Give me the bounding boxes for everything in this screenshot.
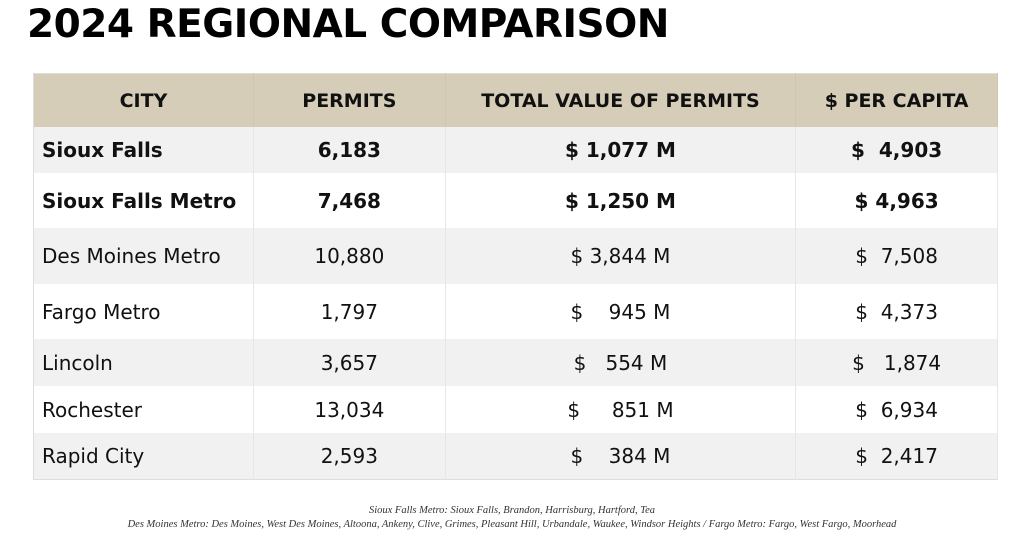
permits-cell: 10,880 — [253, 228, 446, 284]
total-value-cell: $ 384 M — [445, 433, 797, 479]
header-permits: PERMITS — [253, 73, 446, 127]
comparison-table: CITY PERMITS TOTAL VALUE OF PERMITS $ PE… — [33, 73, 998, 480]
permits-cell: 6,183 — [253, 127, 446, 173]
footnote-1: Sioux Falls Metro: Sioux Falls, Brandon,… — [368, 505, 656, 516]
total-value-cell: $ 945 M — [445, 284, 797, 339]
per-capita-cell: $ 4,373 — [795, 284, 998, 339]
table-row: Des Moines Metro 10,880 $ 3,844 M $ 7,508 — [33, 228, 998, 284]
per-capita-cell: $ 2,417 — [795, 433, 998, 479]
per-capita-cell: $ 7,508 — [795, 228, 998, 284]
table-header: CITY PERMITS TOTAL VALUE OF PERMITS $ PE… — [33, 73, 998, 127]
total-value-cell: $ 851 M — [445, 386, 797, 433]
total-value-cell: $ 554 M — [445, 339, 797, 386]
permits-cell: 13,034 — [253, 386, 446, 433]
per-capita-cell: $ 1,874 — [795, 339, 998, 386]
header-per-capita: $ PER CAPITA — [795, 73, 998, 127]
header-city: CITY — [33, 73, 254, 127]
total-value-cell: $ 1,250 M — [445, 173, 797, 228]
permits-cell: 7,468 — [253, 173, 446, 228]
table-row: Sioux Falls 6,183 $ 1,077 M $ 4,903 — [33, 127, 998, 173]
permits-cell: 3,657 — [253, 339, 446, 386]
table-row: Rochester 13,034 $ 851 M $ 6,934 — [33, 386, 998, 433]
header-total-value: TOTAL VALUE OF PERMITS — [445, 73, 797, 127]
permits-cell: 2,593 — [253, 433, 446, 479]
city-cell: Rapid City — [33, 433, 254, 479]
city-cell: Sioux Falls Metro — [33, 173, 254, 228]
city-cell: Des Moines Metro — [33, 228, 254, 284]
table-row: Lincoln 3,657 $ 554 M $ 1,874 — [33, 339, 998, 386]
permits-cell: 1,797 — [253, 284, 446, 339]
city-cell: Rochester — [33, 386, 254, 433]
city-cell: Lincoln — [33, 339, 254, 386]
page-title: 2024 REGIONAL COMPARISON — [27, 2, 669, 47]
per-capita-cell: $ 4,903 — [795, 127, 998, 173]
table-row: Fargo Metro 1,797 $ 945 M $ 4,373 — [33, 284, 998, 339]
city-cell: Sioux Falls — [33, 127, 254, 173]
footnote-2: Des Moines Metro: Des Moines, West Des M… — [127, 519, 897, 530]
table-row: Rapid City 2,593 $ 384 M $ 2,417 — [33, 433, 998, 479]
per-capita-cell: $ 4,963 — [795, 173, 998, 228]
city-cell: Fargo Metro — [33, 284, 254, 339]
table-row: Sioux Falls Metro 7,468 $ 1,250 M $ 4,963 — [33, 173, 998, 228]
total-value-cell: $ 3,844 M — [445, 228, 797, 284]
per-capita-cell: $ 6,934 — [795, 386, 998, 433]
total-value-cell: $ 1,077 M — [445, 127, 797, 173]
